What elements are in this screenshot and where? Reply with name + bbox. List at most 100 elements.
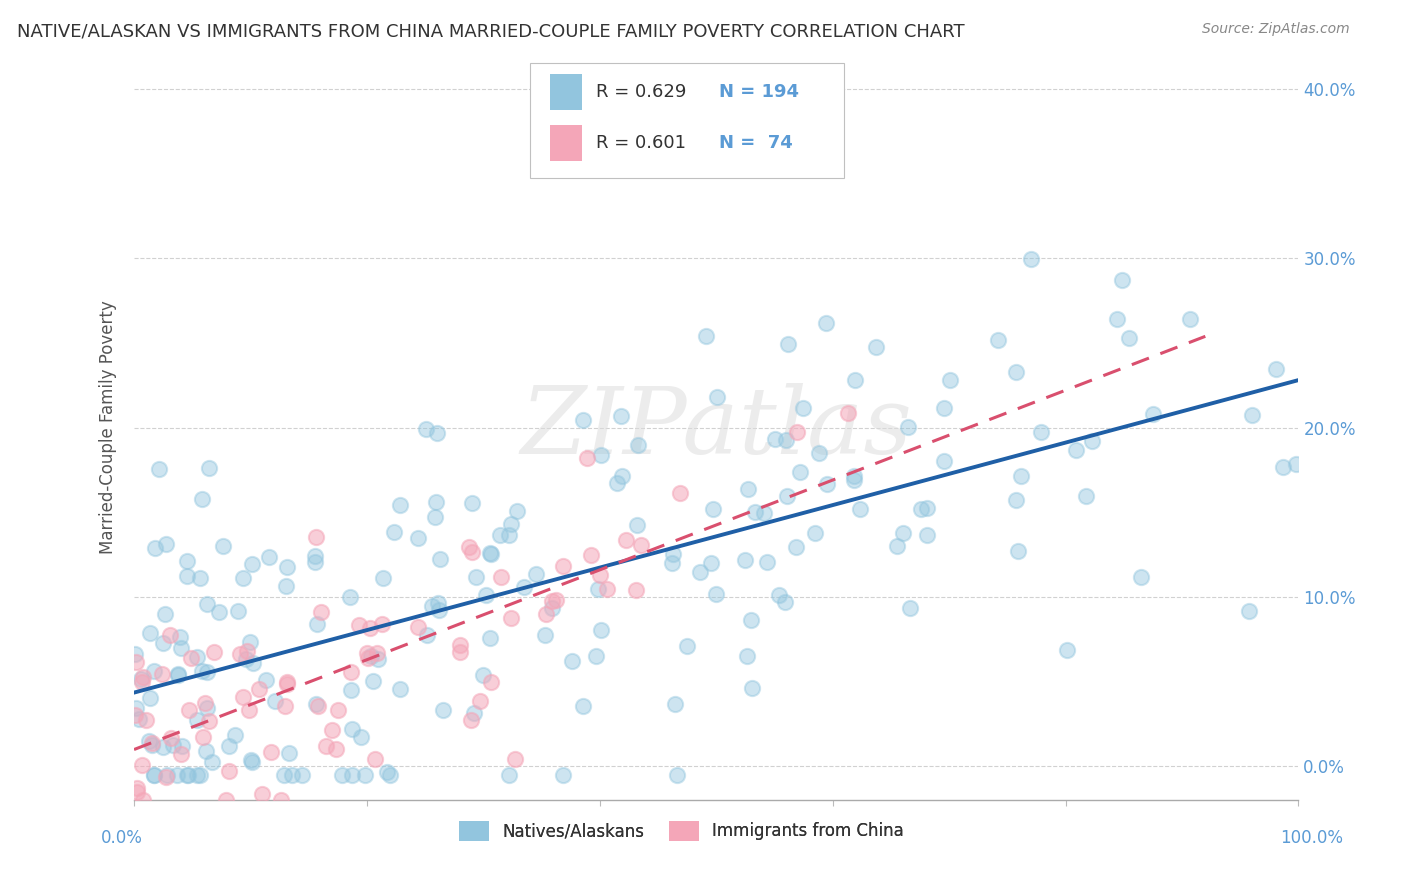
Text: R = 0.629: R = 0.629 xyxy=(596,83,686,101)
Point xyxy=(804,525,827,540)
Text: N = 194: N = 194 xyxy=(718,83,799,101)
Point xyxy=(571,699,593,714)
Point xyxy=(195,701,218,715)
Point xyxy=(596,582,619,596)
Point xyxy=(807,446,830,460)
Point xyxy=(706,390,728,404)
Point xyxy=(423,510,446,524)
Point xyxy=(195,597,218,611)
Point xyxy=(236,643,259,657)
Point xyxy=(155,536,177,550)
Point xyxy=(1064,442,1087,457)
Point xyxy=(505,503,527,517)
Point xyxy=(361,673,384,688)
Point xyxy=(1005,492,1028,507)
Point xyxy=(460,496,482,510)
Point xyxy=(737,482,759,496)
Point xyxy=(536,607,558,621)
Point xyxy=(1111,273,1133,287)
Point xyxy=(142,767,165,781)
Point xyxy=(503,752,526,766)
Point xyxy=(1105,311,1128,326)
Point xyxy=(461,545,484,559)
Point xyxy=(138,690,160,705)
Point xyxy=(702,501,724,516)
Point xyxy=(501,611,523,625)
Point xyxy=(415,628,437,642)
Point xyxy=(143,767,166,781)
Point xyxy=(353,767,375,781)
Point xyxy=(382,525,405,540)
Point xyxy=(626,518,648,533)
Point xyxy=(773,595,796,609)
Point xyxy=(125,781,148,796)
Point xyxy=(304,555,326,569)
Point xyxy=(792,401,814,415)
Point xyxy=(1142,407,1164,421)
Point xyxy=(198,714,221,728)
Point xyxy=(156,767,179,781)
Point xyxy=(427,602,450,616)
Point xyxy=(152,636,174,650)
Point xyxy=(191,730,214,744)
Point xyxy=(240,557,263,571)
Point xyxy=(420,599,443,614)
Point xyxy=(141,739,163,753)
Point xyxy=(125,655,148,669)
Point xyxy=(463,706,485,720)
Point xyxy=(474,588,496,602)
Point xyxy=(426,426,449,441)
Point xyxy=(610,409,633,424)
Point xyxy=(330,767,353,781)
Point xyxy=(315,739,337,753)
Point xyxy=(575,450,598,465)
Point xyxy=(669,485,692,500)
Point xyxy=(741,681,763,695)
Point xyxy=(180,650,202,665)
Point xyxy=(229,647,252,661)
Point xyxy=(491,570,513,584)
Point xyxy=(325,742,347,756)
Point xyxy=(235,652,257,666)
Point xyxy=(626,583,648,598)
Point xyxy=(150,667,173,681)
Point xyxy=(242,656,264,670)
Point xyxy=(177,767,200,781)
Point xyxy=(740,613,762,627)
Point xyxy=(191,491,214,506)
Point xyxy=(1004,365,1026,379)
Point xyxy=(155,770,177,784)
Point xyxy=(194,696,217,710)
Point xyxy=(662,547,685,561)
Point xyxy=(544,593,567,607)
Point xyxy=(167,667,190,681)
Point xyxy=(138,734,160,748)
Point xyxy=(176,767,198,781)
Point xyxy=(370,617,392,632)
Point xyxy=(363,752,385,766)
Point xyxy=(763,432,786,446)
Point xyxy=(232,571,254,585)
Point xyxy=(160,731,183,745)
Point xyxy=(1010,469,1032,483)
Point xyxy=(1237,604,1260,618)
Point xyxy=(1180,312,1202,326)
Point xyxy=(131,758,153,772)
Point xyxy=(630,538,652,552)
Point xyxy=(614,533,637,547)
Point xyxy=(339,590,361,604)
Point xyxy=(360,649,382,664)
Point xyxy=(143,541,166,555)
Point xyxy=(176,569,198,583)
Point xyxy=(789,465,811,479)
Point xyxy=(886,539,908,553)
Point xyxy=(141,736,163,750)
Point xyxy=(591,623,613,637)
Point xyxy=(849,502,872,516)
Point xyxy=(479,548,502,562)
Point xyxy=(1285,457,1308,471)
Point xyxy=(513,580,536,594)
Point xyxy=(128,712,150,726)
Point xyxy=(415,422,437,436)
Point xyxy=(865,340,887,354)
